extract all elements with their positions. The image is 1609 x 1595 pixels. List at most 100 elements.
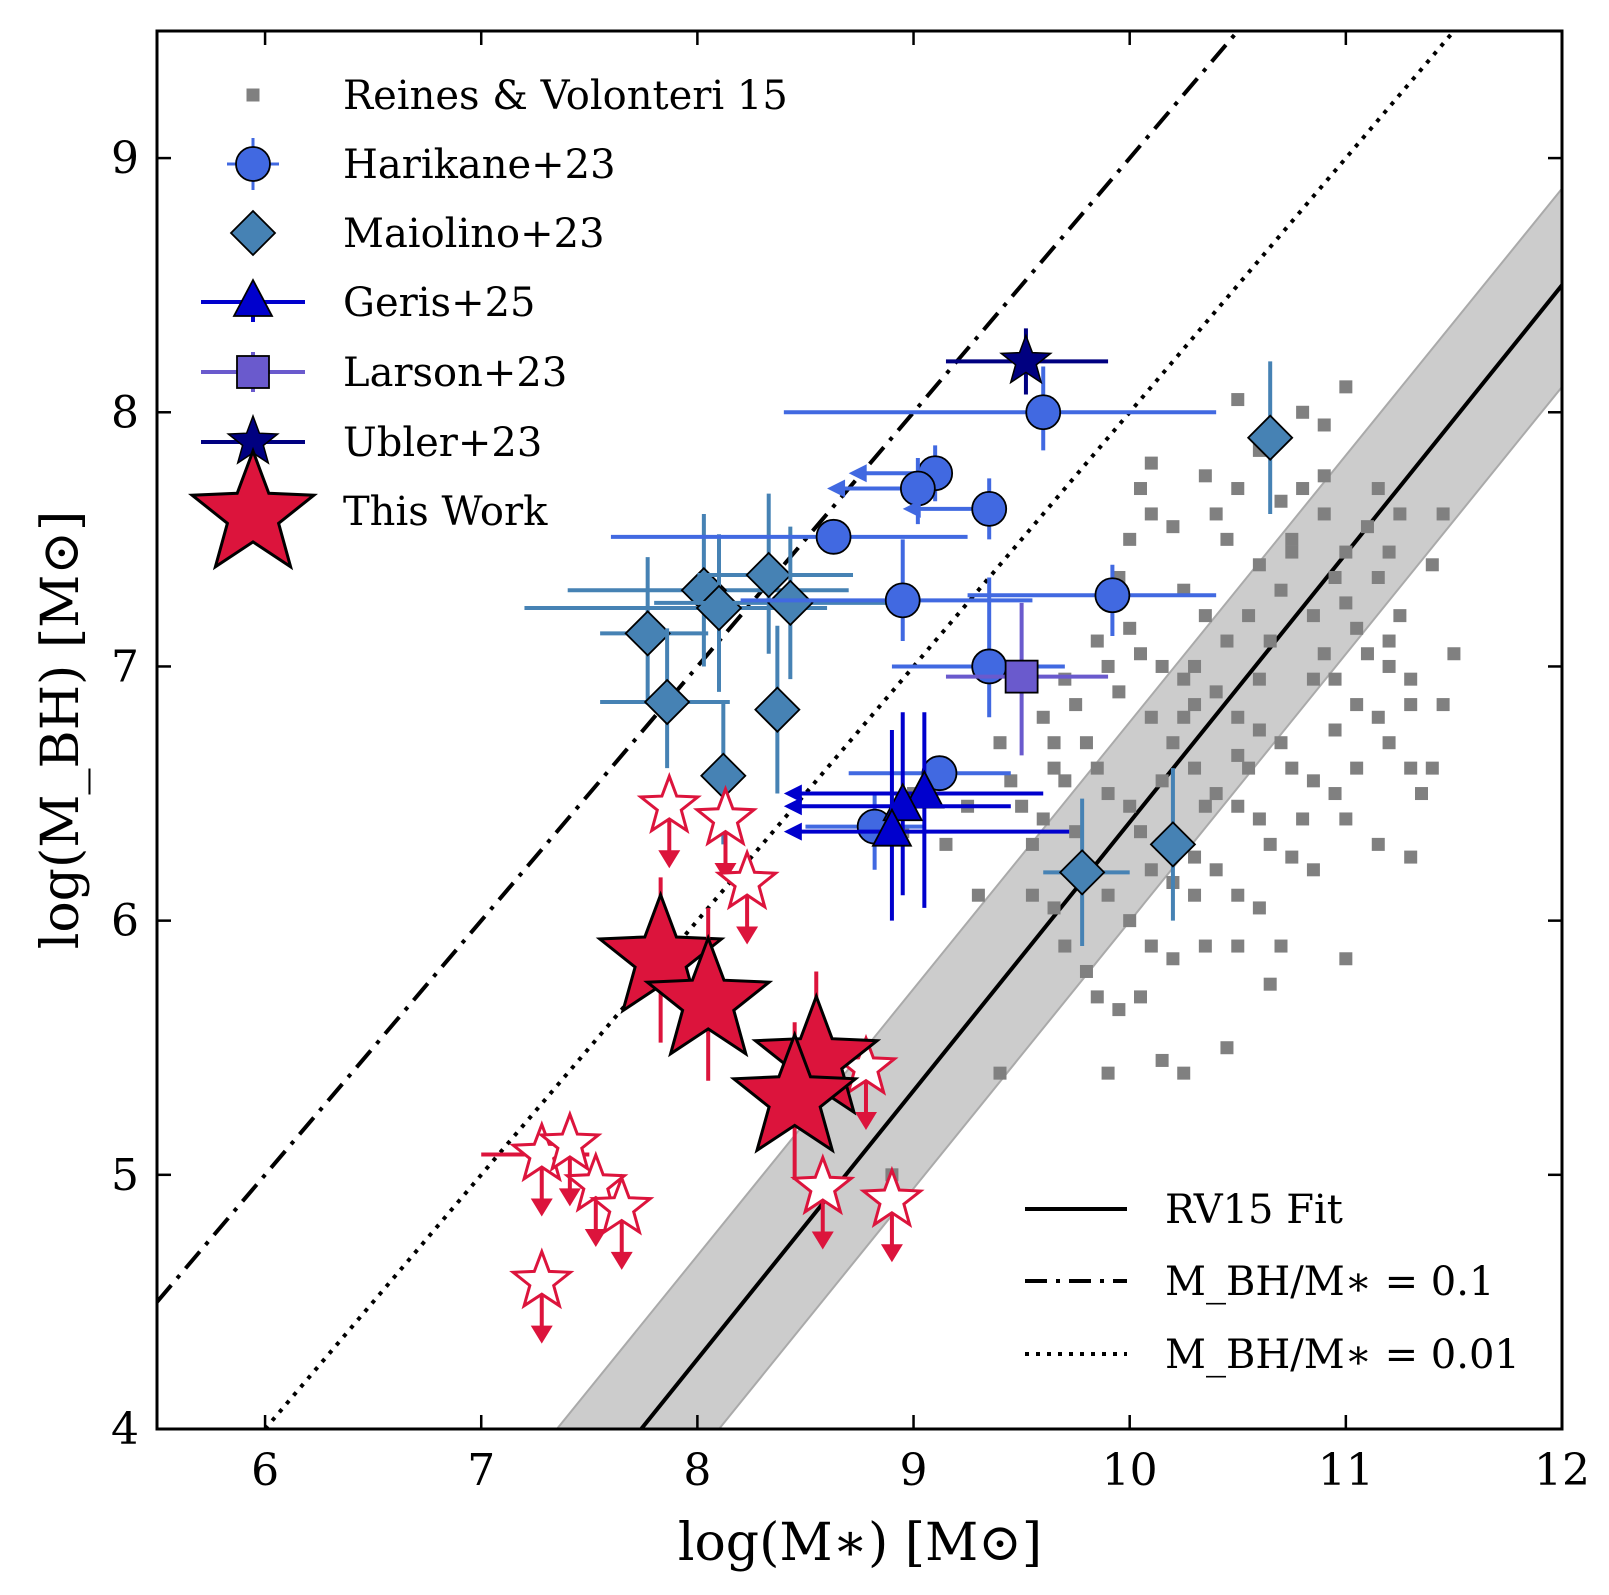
rv15-point <box>1144 710 1158 724</box>
rv15-point <box>939 837 953 851</box>
rv15-point <box>1296 405 1310 419</box>
rv15-point <box>1123 914 1137 928</box>
rv15-point <box>1382 634 1396 648</box>
rv15-point <box>1393 507 1407 521</box>
rv15-point <box>1360 520 1374 534</box>
rv15-point <box>1371 710 1385 724</box>
rv15-point <box>1328 723 1342 737</box>
rv15-point <box>1025 837 1039 851</box>
rv15-point <box>1328 787 1342 801</box>
harikane-23-point <box>1094 577 1131 614</box>
geris-25-limit-arrow <box>783 822 802 841</box>
rv15-point <box>1404 672 1418 686</box>
legend-line-label: M_BH/M∗ = 0.01 <box>1165 1332 1520 1378</box>
this-work-upper-limits--point <box>714 848 780 911</box>
rv15-point <box>1242 761 1256 775</box>
y-tick-label: 5 <box>111 1150 139 1201</box>
ubler-23-point <box>999 333 1053 385</box>
this-work-upper-limits--limit-arrow <box>736 926 759 945</box>
harikane-23-point <box>884 582 921 619</box>
rv15-point <box>1306 609 1320 623</box>
legend-label: Maiolino+23 <box>343 211 605 257</box>
x-tick-label: 11 <box>1318 1445 1374 1496</box>
rv15-point <box>1404 850 1418 864</box>
rv15-point <box>1155 659 1169 673</box>
rv15-point <box>1371 570 1385 584</box>
this-work-upper-limits--point <box>509 1247 575 1310</box>
rv15-point <box>1079 964 1093 978</box>
rv15-point <box>1425 761 1439 775</box>
harikane-23-point <box>1025 394 1062 431</box>
rv15-scatter-band <box>555 187 1562 1429</box>
rv15-point <box>1144 863 1158 877</box>
rv15-point <box>1285 850 1299 864</box>
legend-label: This Work <box>343 489 548 535</box>
legend-label: Geris+25 <box>343 280 535 326</box>
rv15-point <box>1025 888 1039 902</box>
rv15-point <box>1090 634 1104 648</box>
rv15-point <box>1079 736 1093 750</box>
rv15-point <box>1274 939 1288 953</box>
rv15-point <box>1425 558 1439 572</box>
rv15-point <box>1317 647 1331 661</box>
legend-label: Reines & Volonteri 15 <box>343 73 788 119</box>
legend-marker <box>246 88 260 102</box>
x-tick-label: 12 <box>1534 1445 1590 1496</box>
rv15-point <box>1252 812 1266 826</box>
rv15-point <box>1209 787 1223 801</box>
relation-line-solid <box>639 283 1562 1429</box>
legend-marker <box>232 278 274 317</box>
rv15-point <box>1123 799 1137 813</box>
rv15-point <box>1231 799 1245 813</box>
rv15-point <box>1285 545 1299 559</box>
axis-ticks: 6 7 8 9 10 11 12 4 5 6 7 8 9 <box>111 31 1590 1496</box>
rv15-point <box>1047 761 1061 775</box>
rv15-point <box>1134 482 1147 496</box>
rv15-point <box>1058 672 1072 686</box>
maiolino-23-point <box>1149 821 1197 868</box>
relation-line-dotted <box>263 31 1456 1429</box>
rv15-point <box>1166 520 1180 534</box>
legend-line-label: RV15 Fit <box>1165 1187 1343 1233</box>
rv15-point <box>1198 469 1212 483</box>
rv15-point <box>1231 393 1245 407</box>
legend-marker <box>235 146 271 182</box>
rv15-point <box>1231 482 1245 496</box>
y-tick-label: 6 <box>111 896 139 947</box>
larson-23-point <box>1004 659 1039 694</box>
maiolino-23-point <box>695 584 743 632</box>
this-work-upper-limits--point <box>790 1153 856 1216</box>
rv15-point <box>1263 837 1277 851</box>
rv15-point <box>1404 698 1418 712</box>
this-work-upper-limits--limit-arrow <box>530 1198 553 1217</box>
rv15-point <box>1112 685 1126 699</box>
rv15-point <box>1263 977 1277 991</box>
rv15-point <box>1382 545 1396 559</box>
rv15-point <box>1188 850 1202 864</box>
rv15-point <box>1382 659 1396 673</box>
maiolino-23-point <box>624 610 671 657</box>
this-work-upper-limits--limit-arrow <box>610 1251 633 1270</box>
rv15-point <box>1188 761 1202 775</box>
rv15-point <box>1188 888 1202 902</box>
rv15-point <box>1415 787 1428 801</box>
rv15-point <box>1252 672 1266 686</box>
maiolino-23-point <box>767 579 814 627</box>
rv15-point <box>1123 532 1137 546</box>
rv15-point <box>1123 621 1137 635</box>
rv15-point <box>1144 939 1158 953</box>
rv15-point <box>1177 1066 1191 1080</box>
rv15-point <box>1058 774 1072 788</box>
harikane-23-limit-arrow <box>902 499 921 518</box>
maiolino-23-point <box>643 678 691 726</box>
rv15-point <box>1231 748 1245 762</box>
rv15-point <box>1393 609 1407 623</box>
harikane-23-point <box>899 470 936 507</box>
rv15-point <box>1188 698 1202 712</box>
this-work-upper-limits--limit-arrow <box>658 850 681 869</box>
plot-frame <box>155 29 1564 1431</box>
rv15-point <box>1339 380 1353 394</box>
rv15-point <box>1155 1053 1169 1067</box>
rv15-point <box>1166 952 1180 966</box>
rv15-point <box>1069 698 1083 712</box>
